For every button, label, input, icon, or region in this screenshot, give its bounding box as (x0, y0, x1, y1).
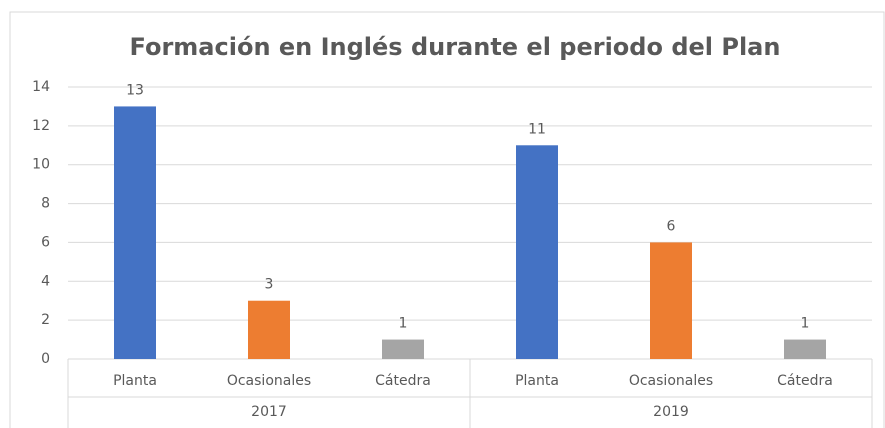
y-tick-label: 4 (41, 273, 50, 289)
value-label: 1 (399, 316, 408, 332)
value-label: 1 (801, 316, 810, 332)
y-tick-label: 0 (41, 351, 50, 367)
bar (516, 145, 558, 359)
x-tick-label: Planta (113, 373, 157, 389)
bar (650, 242, 692, 359)
chart-title: Formación en Inglés durante el periodo d… (130, 33, 781, 61)
value-label: 3 (265, 277, 274, 293)
bar (382, 339, 424, 359)
y-tick-label: 2 (41, 312, 50, 328)
x-tick-label: Ocasionales (629, 373, 713, 389)
value-label: 11 (528, 121, 546, 137)
group-label: 2019 (653, 404, 689, 420)
y-tick-label: 6 (41, 234, 50, 250)
y-tick-label: 12 (32, 118, 50, 134)
value-label: 6 (667, 218, 676, 234)
y-tick-label: 14 (32, 79, 50, 95)
x-tick-label: Cátedra (375, 373, 431, 389)
y-tick-label: 10 (32, 157, 50, 173)
bar (114, 106, 156, 359)
x-tick-label: Cátedra (777, 373, 833, 389)
bar (248, 300, 290, 359)
x-tick-label: Ocasionales (227, 373, 311, 389)
value-label: 13 (126, 82, 144, 98)
group-label: 2017 (251, 404, 287, 420)
bar (784, 339, 826, 359)
y-tick-label: 8 (41, 196, 50, 212)
x-tick-label: Planta (515, 373, 559, 389)
